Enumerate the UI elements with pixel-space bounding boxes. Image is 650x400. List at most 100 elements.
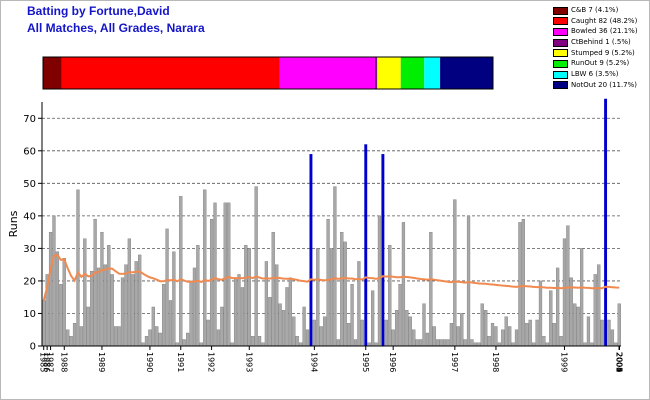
x-tick-label: 1985 (39, 352, 48, 372)
innings-bar (371, 290, 375, 347)
x-tick-label: 1991 (176, 352, 185, 372)
innings-bar (216, 329, 221, 347)
innings-bar (391, 329, 395, 347)
innings-bar (470, 339, 474, 347)
innings-bar (240, 287, 245, 347)
innings-bar (251, 336, 255, 347)
not-out-bar (364, 144, 368, 346)
legend-label: LBW 6 (3.5%) (571, 70, 619, 79)
legend-label: NotOut 20 (11.7%) (571, 80, 638, 89)
innings-bar (442, 339, 447, 347)
innings-bar (559, 336, 563, 347)
innings-bar (213, 202, 217, 347)
innings-bar (144, 336, 149, 347)
y-tick-label: 60 (23, 146, 36, 157)
innings-bar (288, 277, 292, 347)
innings-bar (556, 267, 560, 347)
dismissal-segment (424, 57, 441, 89)
innings-bar (528, 319, 532, 347)
legend-swatch (553, 38, 568, 47)
innings-bar (127, 238, 131, 347)
dismissal-segment (374, 57, 378, 89)
innings-bar (418, 339, 423, 347)
innings-bar (597, 264, 601, 347)
innings-bar (388, 244, 392, 347)
innings-bar (439, 339, 443, 347)
x-tick-label: 2005 (614, 352, 623, 372)
not-out-bar (604, 98, 608, 346)
innings-bar (329, 248, 334, 347)
y-tick-label: 20 (23, 276, 36, 287)
innings-bar (542, 336, 546, 347)
x-tick-label: 2003 (614, 352, 623, 372)
legend-swatch (553, 6, 568, 15)
innings-bar (268, 297, 272, 347)
innings-bar (155, 326, 159, 347)
innings-bar (607, 319, 611, 347)
x-tick-label: 1997 (450, 352, 459, 372)
innings-bar (285, 287, 289, 347)
innings-bar (357, 261, 361, 347)
innings-bar (508, 326, 512, 347)
legend-swatch (553, 81, 568, 90)
innings-bar (233, 277, 238, 347)
y-tick-label: 10 (23, 309, 36, 320)
innings-bar (566, 225, 570, 347)
innings-bar (412, 329, 416, 347)
innings-bar (436, 339, 440, 347)
innings-bar (79, 326, 84, 347)
innings-bar (165, 228, 169, 347)
innings-bar (518, 222, 522, 347)
legend-swatch (553, 49, 568, 58)
innings-bar (244, 244, 248, 347)
innings-bar (480, 303, 484, 347)
innings-bar (131, 274, 135, 347)
innings-bar (196, 244, 200, 347)
innings-bar (394, 310, 399, 347)
innings-bar (223, 202, 227, 347)
x-tick-label: 1996 (388, 352, 397, 372)
innings-bar (490, 323, 495, 347)
innings-bar (189, 280, 193, 347)
innings-bar (600, 319, 604, 347)
innings-bar (93, 218, 97, 347)
innings-bar (138, 254, 142, 347)
x-tick-label: 2004 (614, 352, 623, 372)
legend-swatch (553, 27, 568, 36)
innings-bar (552, 323, 556, 347)
innings-bar (576, 306, 580, 347)
innings-bar (343, 241, 347, 347)
innings-bar (120, 277, 125, 347)
innings-bar (312, 319, 316, 347)
innings-bar (69, 336, 73, 347)
y-axis-label: Runs (7, 210, 20, 237)
innings-bar (172, 251, 176, 347)
legend-item: LBW 6 (3.5%) (549, 69, 649, 80)
legend-item: C&B 7 (4.1%) (549, 5, 649, 16)
innings-bar (227, 202, 231, 347)
innings-bar (52, 215, 56, 347)
dismissal-segment (377, 57, 401, 89)
x-tick-label: 1995 (361, 352, 370, 372)
innings-bar (42, 300, 46, 347)
average-line-group (42, 253, 620, 301)
innings-bar (484, 310, 488, 347)
innings-bar (453, 199, 457, 347)
innings-bar (66, 329, 70, 347)
innings-bar (415, 339, 419, 347)
innings-bar (192, 267, 197, 347)
x-tick-label: 1992 (207, 352, 216, 372)
innings-bar (377, 215, 382, 347)
innings-bar (425, 332, 430, 347)
innings-bar (401, 222, 406, 347)
innings-bar (151, 306, 155, 347)
innings-bar (86, 306, 90, 347)
innings-bar (501, 329, 505, 347)
legend-swatch (553, 70, 568, 79)
innings-bar (209, 218, 214, 347)
legend-label: Caught 82 (48.2%) (571, 16, 638, 25)
innings-bar (586, 316, 591, 347)
innings-bar (446, 339, 450, 347)
legend-item: Stumped 9 (5.2%) (549, 48, 649, 59)
y-tick-label: 50 (23, 179, 36, 190)
